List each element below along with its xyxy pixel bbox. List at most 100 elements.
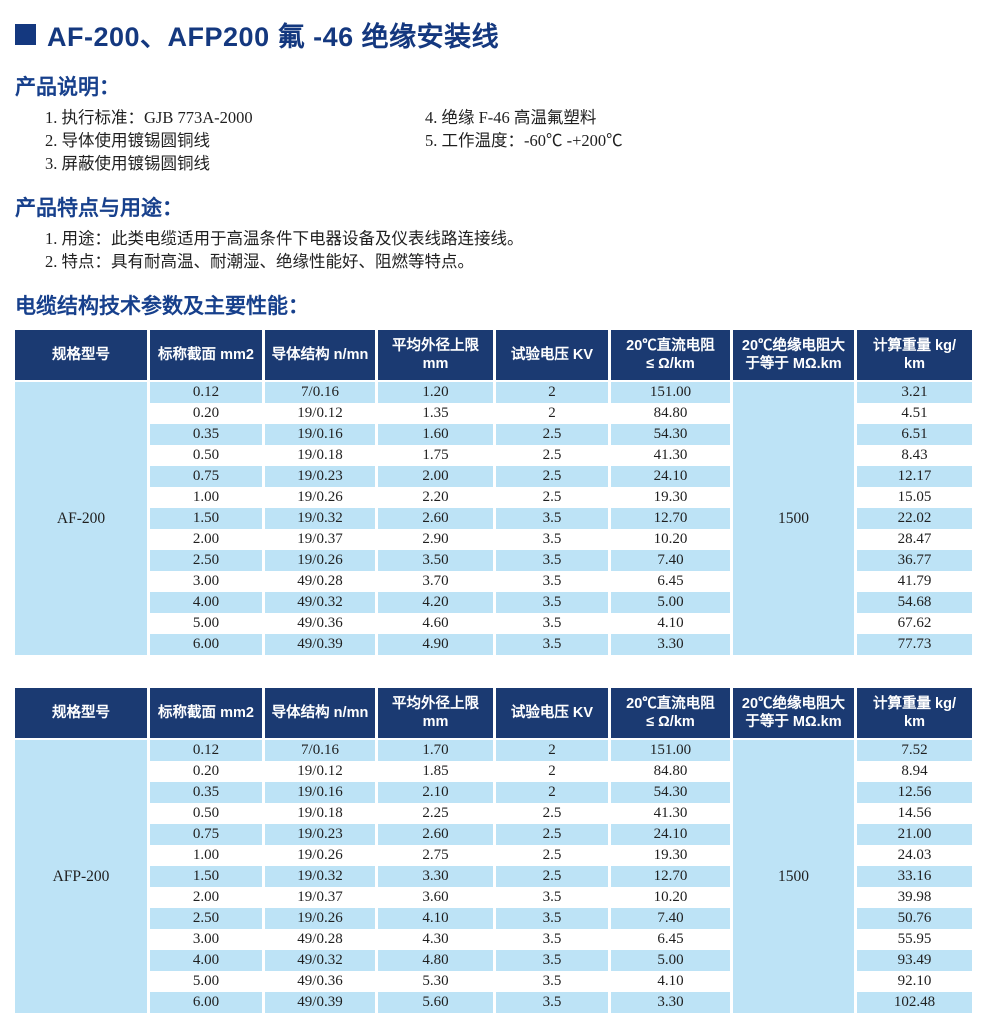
column-header-calc-weight: 计算重量 kg/ km [857,688,972,740]
table-cell: 24.10 [611,466,730,487]
table-cell: 0.50 [192,447,220,463]
table-cell: 3.21 [857,382,972,403]
table-cell: 151.00 [611,740,730,761]
table-row: 2.00 19/0.37 3.60 3.5 10.20 39.98 [15,887,972,908]
column-header-conductor-structure: 导体结构 n/mn [265,330,375,382]
spec-table-body: AF-200 0.12 7/0.16 1.20 2 151.00 1500 3.21 0.20 1… [15,382,972,655]
table-row: 5.00 49/0.36 5.30 3.5 4.10 92.10 [15,971,972,992]
table-cell: 6.45 [657,931,684,947]
table-cell: 2.5 [542,489,562,505]
table-cell: 41.30 [653,805,688,821]
table-cell: 55.95 [897,931,932,947]
table-cell: 5.00 [192,973,220,989]
table-cell: 92.10 [897,973,932,989]
table-cell: 3.5 [496,634,608,655]
table-cell: 3.5 [542,615,562,631]
table-cell: 3.30 [378,866,493,887]
table-cell: 49/0.39 [265,634,375,655]
table-cell: 3.5 [542,573,562,589]
table-cell: 7.52 [857,740,972,761]
table-cell: 12.70 [611,866,730,887]
table-cell: 102.48 [857,992,972,1013]
table-row: 0.75 19/0.23 2.00 2.5 24.10 12.17 [15,466,972,487]
column-header-nominal-section: 标称截面 mm2 [150,330,262,382]
table-cell: 4.80 [378,950,493,971]
table-cell: 19/0.37 [297,889,343,905]
product-description-right-column: 4. 绝缘 F-46 高温氟塑料 5. 工作温度：-60℃ -+200℃ [395,106,623,175]
table-cell: 0.20 [192,763,220,779]
table-cell: 3.5 [496,950,608,971]
table-cell: 4.10 [657,615,684,631]
spec-table-af200: 规格型号 标称截面 mm2 导体结构 n/mn 平均外径上限 mm 试验电压 K… [12,330,975,655]
table-row: 4.00 49/0.32 4.80 3.5 5.00 93.49 [15,950,972,971]
table-cell: 2.50 [150,908,262,929]
table-cell: 19/0.32 [265,508,375,529]
table-cell: 4.20 [378,592,493,613]
table-cell: 0.75 [150,824,262,845]
table-cell: 2.5 [542,847,562,863]
table-cell: 4.90 [378,634,493,655]
features-list: 1. 用途：此类电缆适用于高温条件下电器设备及仪表线路连接线。 2. 特点：具有… [15,227,977,273]
product-description-left-column: 1. 执行标准：GJB 773A-2000 2. 导体使用镀锡圆铜线 3. 屏蔽… [15,106,395,175]
table-row: 3.00 49/0.28 3.70 3.5 6.45 41.79 [15,571,972,592]
table-cell: 2.60 [378,508,493,529]
table-cell: 12.17 [857,466,972,487]
table-cell: 2 [548,405,556,421]
table-cell: 19/0.37 [297,531,343,547]
model-cell: AF-200 [15,382,147,655]
table-cell: 49/0.36 [297,973,343,989]
table-cell: 1.70 [378,740,493,761]
table-cell: 84.80 [653,405,688,421]
table-cell: 8.43 [901,447,928,463]
table-row: 1.50 19/0.32 2.60 3.5 12.70 22.02 [15,508,972,529]
table-cell: 4.60 [422,615,449,631]
table-cell: 19/0.12 [297,405,343,421]
table-cell: 21.00 [857,824,972,845]
table-cell: 19/0.23 [265,466,375,487]
table-cell: 4.00 [150,950,262,971]
product-description-list-left: 1. 执行标准：GJB 773A-2000 2. 导体使用镀锡圆铜线 3. 屏蔽… [15,106,395,175]
table-cell: 1.85 [422,763,449,779]
column-header-model: 规格型号 [15,688,147,740]
table-cell: 24.03 [897,847,932,863]
insulation-resistance-cell: 1500 [733,740,854,1013]
column-header-model: 规格型号 [15,330,147,382]
table-cell: 3.5 [496,908,608,929]
table-row: AF-200 0.12 7/0.16 1.20 2 151.00 1500 3.21 [15,382,972,655]
list-item: 1. 执行标准：GJB 773A-2000 [45,108,253,127]
column-header-dc-resistance: 20℃直流电阻 ≤ Ω/km [611,688,730,740]
table-cell: 3.5 [496,550,608,571]
list-item: 2. 特点：具有耐高温、耐潮湿、绝缘性能好、阻燃等特点。 [45,252,474,271]
table-cell: 2.5 [496,424,608,445]
table-cell: 151.00 [611,382,730,403]
product-description-columns: 1. 执行标准：GJB 773A-2000 2. 导体使用镀锡圆铜线 3. 屏蔽… [15,106,977,175]
table-row: 6.00 49/0.39 5.60 3.5 3.30 102.48 [15,992,972,1013]
list-item: 3. 屏蔽使用镀锡圆铜线 [45,154,210,173]
column-header-test-voltage: 试验电压 KV [496,688,608,740]
table-cell: 93.49 [857,950,972,971]
table-cell: 50.76 [857,908,972,929]
header-row: 规格型号 标称截面 mm2 导体结构 n/mn 平均外径上限 mm 试验电压 K… [15,330,972,382]
table-cell: 19/0.18 [297,447,343,463]
page-title-row: AF-200、AFP200 氟 -46 绝缘安装线 [15,15,977,54]
table-cell: 49/0.36 [297,615,343,631]
table-cell: 3.30 [611,634,730,655]
table-cell: 5.00 [192,615,220,631]
table-cell: 2.5 [542,805,562,821]
table-cell: 0.35 [150,782,262,803]
table-row: 1.00 19/0.26 2.75 2.5 19.30 24.03 [15,845,972,866]
table-cell: 49/0.28 [297,931,343,947]
list-item: 5. 工作温度：-60℃ -+200℃ [425,131,623,150]
spec-table-header: 规格型号 标称截面 mm2 导体结构 n/mn 平均外径上限 mm 试验电压 K… [15,688,972,740]
table-cell: 2.25 [422,805,449,821]
table-cell: 19/0.18 [297,805,343,821]
table-cell: 3.00 [192,931,220,947]
table-cell: 6.45 [657,573,684,589]
table-cell: 2.20 [422,489,449,505]
table-cell: 7/0.16 [265,740,375,761]
table-cell: 0.50 [192,805,220,821]
table-cell: 19.30 [653,489,688,505]
table-cell: 54.30 [611,424,730,445]
table-cell: 19/0.26 [265,908,375,929]
list-item: 1. 用途：此类电缆适用于高温条件下电器设备及仪表线路连接线。 [45,229,524,248]
